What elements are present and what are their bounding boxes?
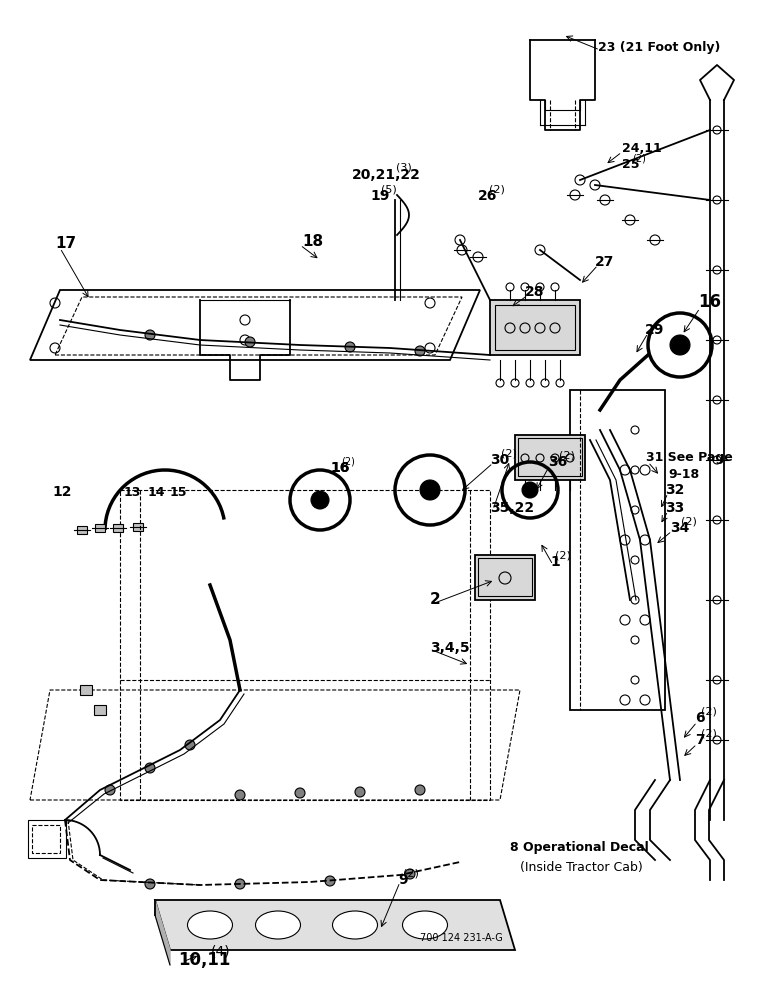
Text: 26: 26 bbox=[478, 189, 497, 203]
Circle shape bbox=[295, 788, 305, 798]
Text: 36: 36 bbox=[548, 455, 567, 469]
Text: 31 See Page: 31 See Page bbox=[646, 452, 733, 464]
Text: 14: 14 bbox=[148, 486, 165, 498]
Circle shape bbox=[355, 787, 365, 797]
Text: (2): (2) bbox=[700, 728, 716, 738]
Text: 30: 30 bbox=[490, 453, 510, 467]
Bar bbox=[133, 523, 143, 531]
Text: 25: 25 bbox=[622, 158, 639, 172]
Bar bbox=[77, 526, 87, 534]
Bar bbox=[94, 705, 106, 715]
Text: 700 124 231-A-G: 700 124 231-A-G bbox=[420, 933, 503, 943]
Circle shape bbox=[185, 740, 195, 750]
Circle shape bbox=[415, 346, 425, 356]
Circle shape bbox=[405, 869, 415, 879]
Bar bbox=[570, 390, 665, 710]
Text: (2): (2) bbox=[489, 184, 505, 194]
Bar bbox=[518, 438, 582, 476]
Text: 7: 7 bbox=[695, 733, 705, 747]
Bar bbox=[515, 435, 585, 480]
Bar bbox=[32, 825, 60, 853]
Bar bbox=[475, 555, 535, 600]
Ellipse shape bbox=[256, 911, 300, 939]
Text: 9: 9 bbox=[398, 873, 408, 887]
Text: (2): (2) bbox=[341, 457, 355, 467]
Polygon shape bbox=[155, 900, 170, 965]
Text: (3): (3) bbox=[396, 163, 411, 173]
Text: 10,11: 10,11 bbox=[178, 951, 230, 969]
Text: 8 Operational Decal: 8 Operational Decal bbox=[510, 842, 648, 854]
Text: 12: 12 bbox=[52, 485, 72, 499]
Circle shape bbox=[145, 763, 155, 773]
Bar bbox=[95, 524, 105, 532]
Text: 34: 34 bbox=[670, 521, 689, 535]
Text: 33: 33 bbox=[665, 501, 684, 515]
Text: (5): (5) bbox=[381, 184, 397, 194]
Text: 15: 15 bbox=[170, 486, 188, 498]
Text: 9-18: 9-18 bbox=[668, 468, 699, 482]
Circle shape bbox=[235, 879, 245, 889]
Circle shape bbox=[420, 480, 440, 500]
Text: 20,21,22: 20,21,22 bbox=[352, 168, 421, 182]
Text: (2): (2) bbox=[700, 706, 716, 716]
Bar bbox=[80, 685, 92, 695]
Text: 19: 19 bbox=[370, 189, 389, 203]
Circle shape bbox=[105, 785, 115, 795]
Text: (2): (2) bbox=[632, 154, 645, 164]
Ellipse shape bbox=[333, 911, 378, 939]
Circle shape bbox=[522, 482, 538, 498]
Text: 32: 32 bbox=[665, 483, 684, 497]
Text: 17: 17 bbox=[55, 235, 76, 250]
Bar bbox=[478, 558, 532, 596]
Circle shape bbox=[345, 342, 355, 352]
Text: 29: 29 bbox=[645, 323, 665, 337]
Text: (2): (2) bbox=[556, 550, 571, 560]
Text: (2): (2) bbox=[501, 448, 517, 458]
Ellipse shape bbox=[402, 911, 448, 939]
Text: (2): (2) bbox=[404, 868, 419, 878]
Text: (4): (4) bbox=[211, 945, 231, 959]
Text: (2): (2) bbox=[681, 516, 697, 526]
Text: 28: 28 bbox=[525, 285, 544, 299]
Text: 18: 18 bbox=[302, 234, 323, 249]
Text: 24,11: 24,11 bbox=[622, 141, 662, 154]
Text: 27: 27 bbox=[595, 255, 615, 269]
Circle shape bbox=[415, 785, 425, 795]
Text: (Inside Tractor Cab): (Inside Tractor Cab) bbox=[520, 861, 643, 874]
Circle shape bbox=[235, 790, 245, 800]
Bar bbox=[28, 820, 66, 858]
Text: 13: 13 bbox=[124, 486, 141, 498]
Bar bbox=[495, 305, 575, 350]
Text: 3,4,5: 3,4,5 bbox=[430, 641, 469, 655]
Circle shape bbox=[145, 879, 155, 889]
Bar bbox=[490, 300, 580, 355]
Text: 16: 16 bbox=[698, 293, 721, 311]
Text: 2: 2 bbox=[430, 592, 441, 607]
Text: 16: 16 bbox=[330, 461, 350, 475]
Text: 1: 1 bbox=[550, 555, 560, 569]
Circle shape bbox=[670, 335, 690, 355]
Circle shape bbox=[245, 337, 255, 347]
Text: (2): (2) bbox=[559, 450, 575, 460]
Text: 16: 16 bbox=[330, 461, 350, 475]
Polygon shape bbox=[155, 900, 515, 950]
Circle shape bbox=[145, 330, 155, 340]
Circle shape bbox=[311, 491, 329, 509]
Text: 35,22: 35,22 bbox=[490, 501, 534, 515]
Text: 6: 6 bbox=[695, 711, 705, 725]
Text: 23 (21 Foot Only): 23 (21 Foot Only) bbox=[598, 41, 720, 54]
Bar bbox=[113, 524, 123, 532]
Circle shape bbox=[325, 876, 335, 886]
Ellipse shape bbox=[188, 911, 232, 939]
Bar bbox=[120, 490, 490, 800]
